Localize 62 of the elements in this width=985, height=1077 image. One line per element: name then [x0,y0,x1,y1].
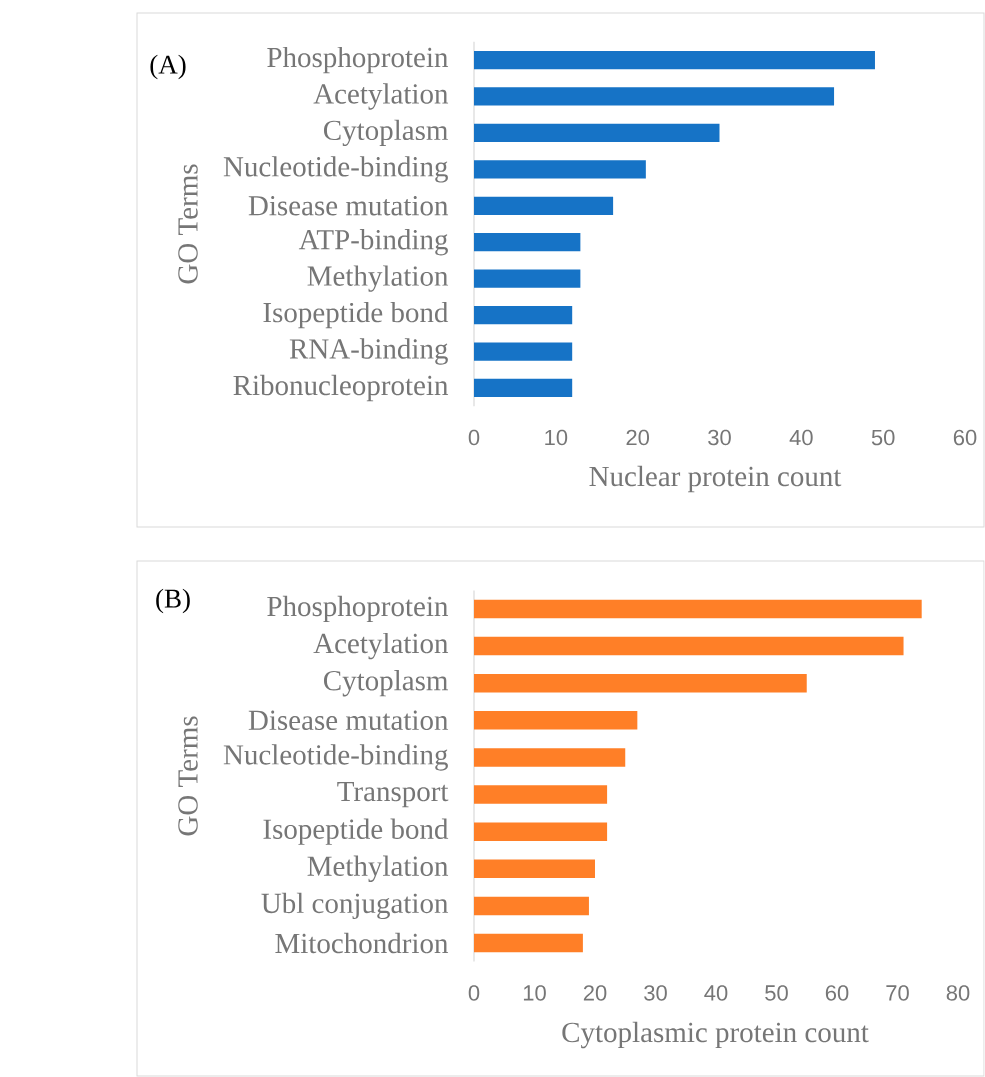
bar [473,636,904,656]
x-tick-label: 60 [825,985,849,1001]
y-tick-label: Nucleotide-binding [223,156,448,183]
x-tick-label: 40 [704,985,728,1001]
y-axis-title: GO Terms [178,164,198,284]
bar [473,933,583,953]
x-tick-label: 20 [583,985,607,1001]
bar [473,160,646,179]
bar [473,673,807,693]
x-tick-label: 10 [523,985,546,1001]
y-tick-label: Isopeptide bond [263,301,449,329]
y-tick-label: Cytoplasm [323,119,449,147]
bar [473,342,573,361]
bar [473,233,581,252]
x-tick-label: 40 [789,429,813,446]
y-tick-label: Methylation [307,855,449,882]
bar [473,87,835,106]
x-axis-title: Cytoplasmic protein count [562,1021,869,1049]
bar [473,123,720,143]
text: (A) [150,54,186,80]
bar [473,748,626,767]
x-tick-label: 30 [708,429,731,446]
x-tick-label: 50 [765,985,788,1001]
bar [473,599,922,619]
bar [473,822,608,841]
x-axis-title: Nuclear protein count [589,465,842,493]
bar [473,196,614,215]
bar [473,269,581,288]
x-tick-label: 30 [644,985,667,1001]
bar [473,859,595,879]
y-tick-label: Ubl conjugation [261,892,449,920]
bar [473,50,875,70]
x-tick-label: 70 [886,985,909,1001]
y-tick-label: Phosphoprotein [267,46,449,74]
y-tick-label: Acetylation [313,83,449,110]
y-tick-label: Ribonucleoprotein [233,374,449,402]
bar [473,896,589,916]
y-tick-label: Isopeptide bond [263,818,449,845]
y-tick-label: Transport [337,781,449,808]
text: (B) [156,588,190,614]
x-tick-label: 10 [545,429,568,446]
y-tick-label: ATP-binding [298,229,448,256]
x-tick-label: 60 [953,429,977,446]
y-tick-label: Disease mutation [248,710,449,731]
y-tick-label: Disease mutation [248,196,449,216]
x-tick-label: 0 [468,985,480,1001]
y-axis-title: GO Terms [178,716,198,836]
bar [473,785,608,804]
x-tick-label: 0 [468,429,480,446]
bar [473,378,573,398]
y-tick-label: Cytoplasm [323,670,449,697]
x-tick-label: 80 [946,985,970,1001]
y-tick-label: Acetylation [313,632,449,660]
bar [473,711,638,730]
x-tick-label: 50 [871,429,895,446]
y-tick-label: Mitochondrion [275,932,449,954]
y-tick-label: Methylation [307,265,449,292]
y-tick-label: Nucleotide-binding [223,744,448,771]
bar [473,305,573,325]
y-tick-label: Phosphoprotein [267,595,449,623]
x-tick-label: 20 [626,429,650,446]
y-tick-label: RNA-binding [289,338,448,365]
